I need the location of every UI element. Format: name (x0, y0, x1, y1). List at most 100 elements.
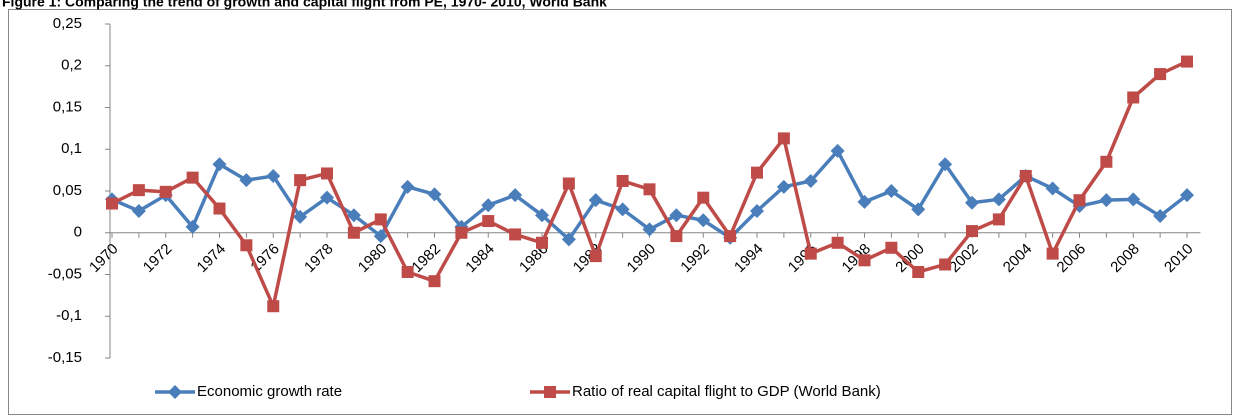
point (670, 230, 683, 243)
point (912, 265, 925, 278)
point (185, 219, 200, 234)
x-tick-label: 1990 (624, 240, 660, 276)
x-tick-label: 2006 (1054, 240, 1090, 276)
point (373, 229, 388, 244)
point (106, 197, 118, 210)
point (669, 208, 684, 223)
point (803, 173, 818, 188)
point (427, 187, 442, 202)
point (831, 236, 844, 249)
point (858, 254, 871, 267)
point (1099, 193, 1114, 208)
y-tick-label: -0,15 (48, 349, 82, 366)
x-tick-label: 1974 (194, 240, 230, 276)
point (508, 188, 523, 203)
x-tick-label: 2004 (1000, 240, 1036, 276)
point (966, 225, 978, 238)
point (1181, 55, 1193, 68)
y-tick-label: 0,15 (53, 98, 82, 115)
point (804, 247, 817, 260)
point (131, 204, 146, 219)
point (132, 184, 145, 197)
point (776, 179, 791, 194)
chart-frame (8, 9, 1232, 415)
point (266, 168, 281, 183)
point (696, 213, 711, 228)
y-tick-label: 0,05 (53, 182, 82, 199)
point (1127, 91, 1140, 104)
point (642, 222, 657, 237)
point (1019, 169, 1032, 182)
x-tick-label: 1970 (86, 240, 122, 276)
x-tick-label: 2010 (1161, 240, 1197, 276)
point (428, 275, 441, 288)
point (536, 236, 548, 249)
point (374, 213, 387, 226)
point (1046, 247, 1059, 260)
point (267, 300, 280, 313)
point (321, 167, 333, 180)
x-tick-label: 1992 (677, 240, 713, 276)
legend-label: Economic growth rate (197, 383, 342, 400)
y-tick-label: 0 (74, 224, 82, 241)
point (482, 215, 495, 228)
x-tick-label: 1980 (355, 240, 391, 276)
point (751, 166, 763, 179)
point (615, 202, 630, 217)
legend-label: Ratio of real capital flight to GDP (Wor… (572, 383, 881, 400)
point (212, 157, 227, 172)
y-tick-label: 0,25 (53, 15, 82, 32)
point (938, 157, 953, 172)
point (535, 208, 549, 223)
y-tick-label: 0,1 (61, 140, 82, 157)
point (320, 190, 334, 205)
point (911, 202, 926, 217)
point (616, 174, 629, 187)
point (1180, 188, 1194, 203)
point (992, 213, 1005, 226)
point (750, 204, 764, 219)
point (885, 241, 898, 254)
point (400, 179, 415, 194)
x-tick-label: 2008 (1107, 240, 1143, 276)
point (965, 195, 979, 210)
point (589, 250, 602, 263)
x-tick-label: 1994 (731, 240, 767, 276)
point (481, 198, 496, 213)
chart-title: Figure 1: Comparing the trend of growth … (2, 0, 607, 10)
y-tick-label: -0,1 (56, 307, 82, 324)
x-tick-label: 1972 (140, 240, 176, 276)
point (643, 183, 656, 196)
point (1153, 209, 1168, 224)
point (455, 226, 468, 239)
point (239, 173, 254, 188)
point (293, 209, 308, 224)
point (939, 258, 952, 271)
point (347, 226, 360, 239)
point (991, 192, 1006, 207)
point (830, 143, 845, 158)
point (401, 265, 414, 278)
y-tick-label: 0,2 (61, 57, 82, 74)
point (562, 177, 575, 190)
x-tick-label: 1978 (301, 240, 337, 276)
point (240, 239, 253, 252)
x-tick-label: 1984 (462, 240, 498, 276)
point (159, 185, 172, 198)
point (777, 132, 790, 145)
point (561, 232, 576, 247)
point (346, 208, 361, 223)
point (697, 191, 710, 204)
point (588, 193, 603, 208)
point (857, 194, 872, 209)
point (213, 202, 226, 215)
point (1045, 181, 1060, 196)
point (1073, 194, 1086, 207)
point (294, 174, 307, 187)
point (884, 184, 899, 198)
point (509, 228, 522, 241)
point (1100, 155, 1113, 168)
y-tick-label: -0,05 (48, 265, 82, 282)
point (186, 171, 199, 184)
